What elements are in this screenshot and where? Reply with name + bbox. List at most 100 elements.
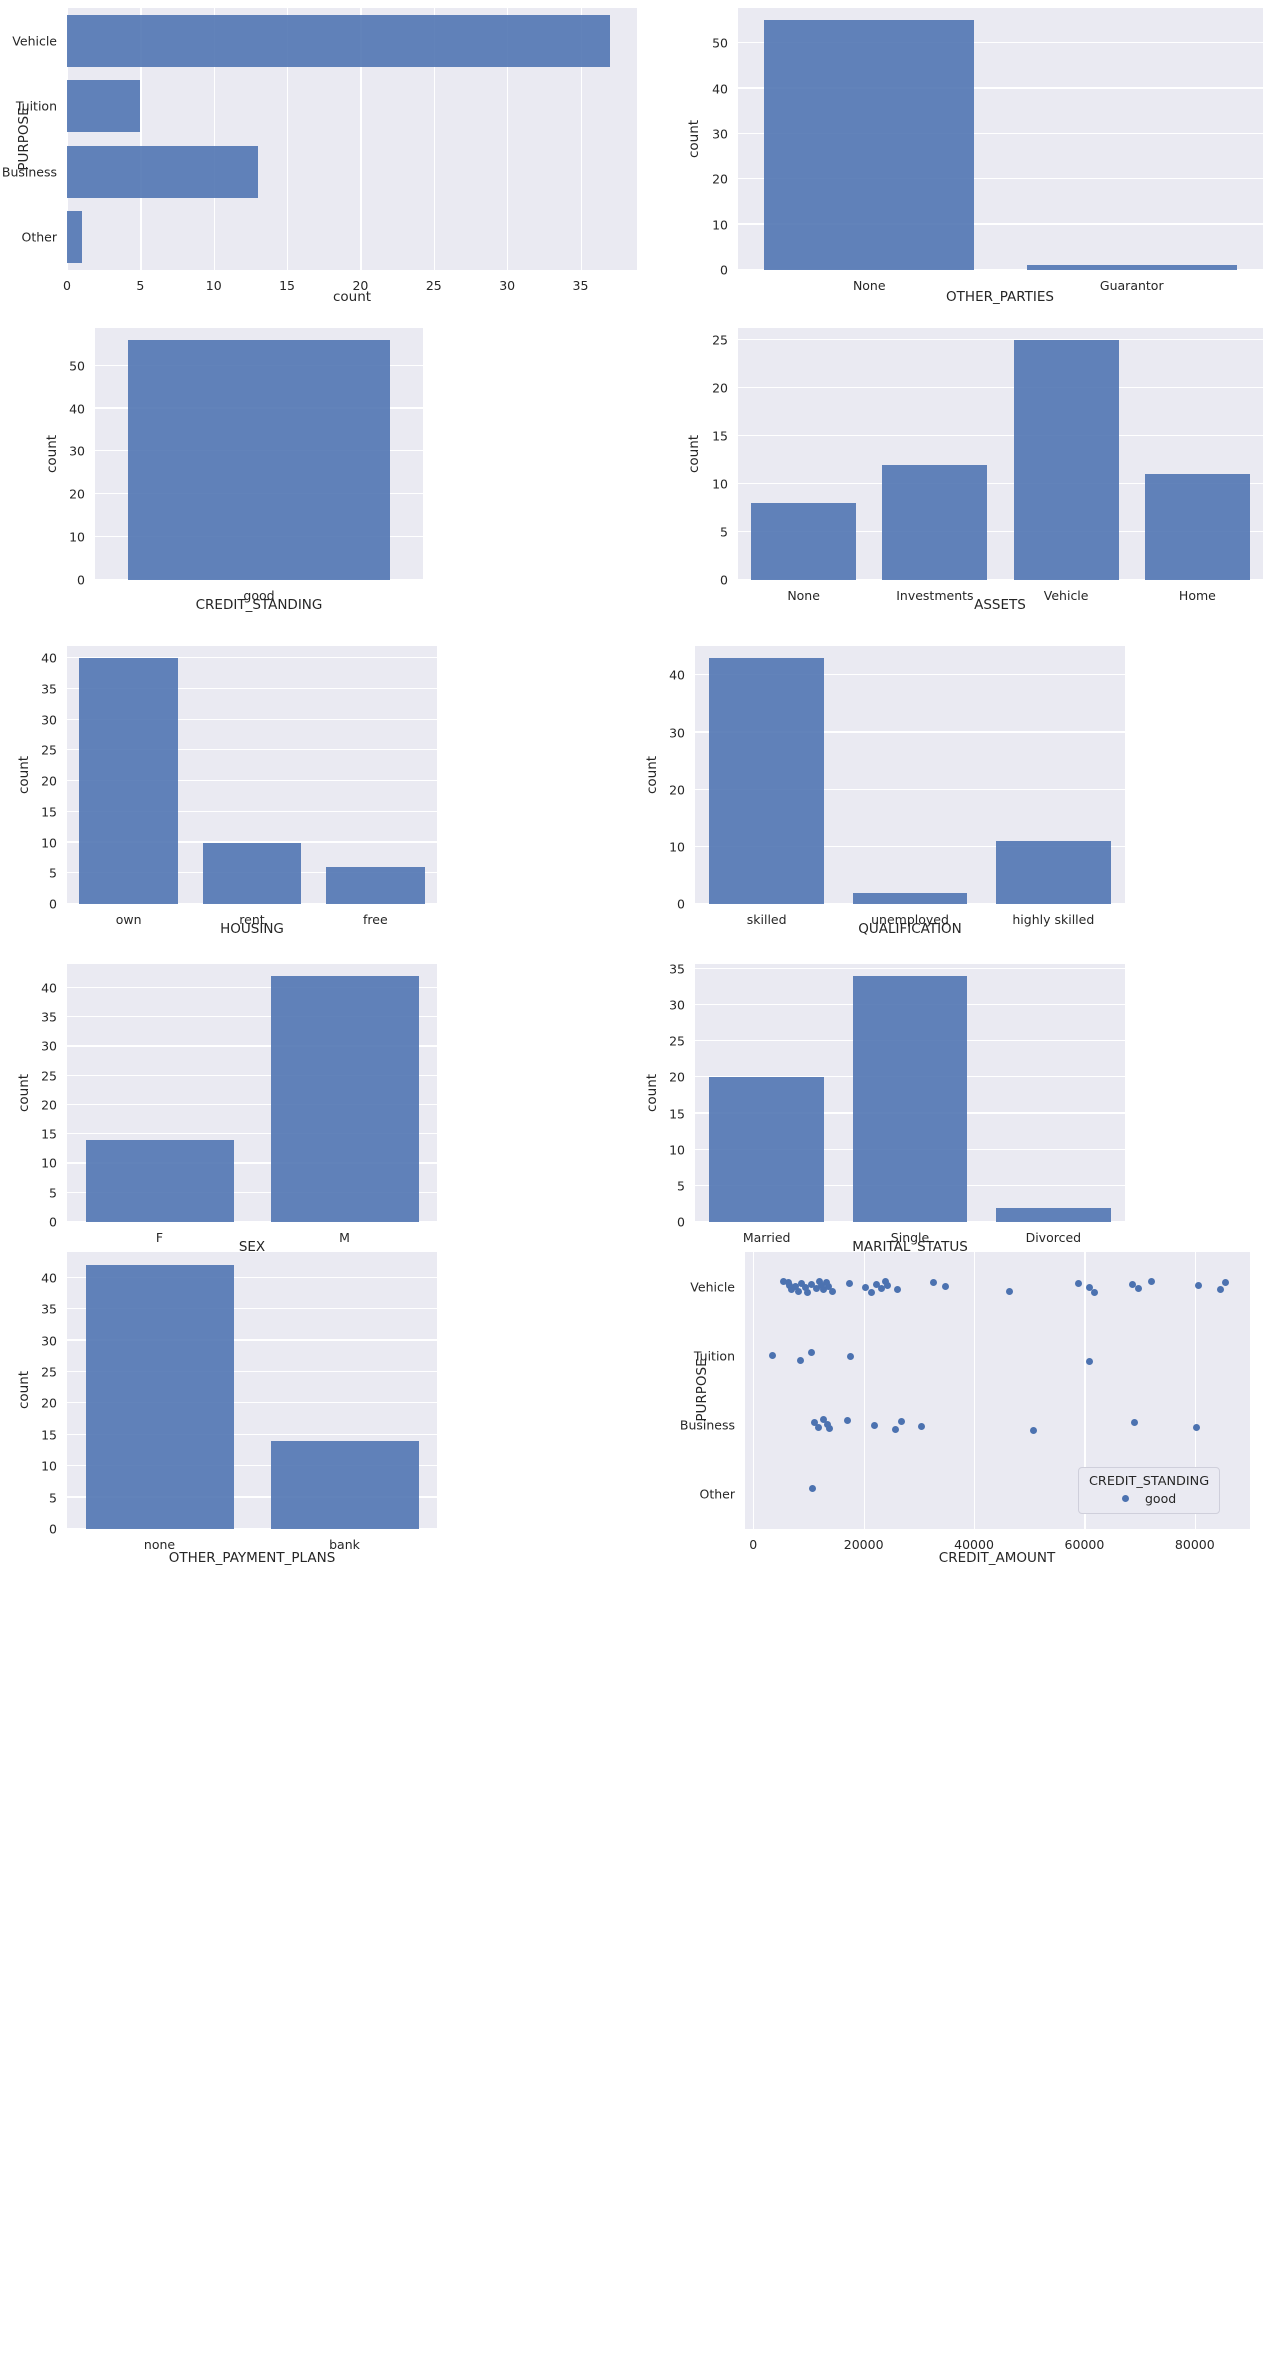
scatter-point xyxy=(779,1277,787,1285)
scatter-point xyxy=(811,1419,819,1427)
scatter-point xyxy=(1222,1278,1230,1286)
gridline-y-40 xyxy=(67,657,437,659)
bar-none xyxy=(764,20,975,270)
xaxis-label-credit-standing-count: CREDIT_STANDING xyxy=(195,597,323,613)
ytick-10: 10 xyxy=(669,1142,685,1158)
bar-own xyxy=(79,658,178,904)
ytick-20: 20 xyxy=(41,773,57,789)
gridline-y-20 xyxy=(738,178,1263,180)
xaxis-label-assets-count: ASSETS xyxy=(974,597,1026,613)
legend-label: good xyxy=(1144,1491,1177,1506)
xtick-10: 10 xyxy=(205,278,222,293)
scatter-point xyxy=(897,1418,905,1426)
gridline-y-40 xyxy=(695,674,1125,676)
xtick-bank: bank xyxy=(329,1537,360,1552)
xtick-15: 15 xyxy=(279,278,296,293)
ytick-0: 0 xyxy=(49,896,57,912)
ytick-40: 40 xyxy=(41,980,57,996)
plot-area-qualification-count xyxy=(695,646,1125,904)
xtick-skilled: skilled xyxy=(746,912,787,927)
xtick-F: F xyxy=(155,1230,164,1245)
bar-vehicle xyxy=(67,14,610,67)
ytick-30: 30 xyxy=(712,126,728,142)
gridline-y-25 xyxy=(67,749,437,751)
ytick-15: 15 xyxy=(41,1427,57,1443)
gridline-y-10 xyxy=(695,845,1125,847)
scatter-point xyxy=(1030,1427,1038,1435)
gridline-y-35 xyxy=(695,967,1125,970)
xtick-Investments: Investments xyxy=(896,588,974,603)
gridline-y-35 xyxy=(67,1307,437,1310)
xtick-own: own xyxy=(115,912,142,927)
xtick-None: None xyxy=(852,278,886,293)
gridline-y-15 xyxy=(67,1133,437,1135)
gridline-y-40 xyxy=(67,986,437,988)
legend-title: CREDIT_STANDING xyxy=(1089,1474,1210,1489)
ytick-Vehicle: Vehicle xyxy=(690,1279,735,1295)
legend-marker-icon xyxy=(1121,1495,1129,1502)
xtick-unemployed: unemployed xyxy=(871,912,949,927)
ytick-25: 25 xyxy=(41,1364,57,1380)
ytick-40: 40 xyxy=(41,650,57,666)
xtick-20000: 20000 xyxy=(843,1537,884,1552)
scatter-point xyxy=(894,1286,902,1294)
gridline-y-35 xyxy=(67,1016,437,1018)
ytick-40: 40 xyxy=(712,81,728,97)
ytick-0: 0 xyxy=(720,262,728,278)
gridline-y-30 xyxy=(738,132,1263,134)
xaxis-label-housing-count: HOUSING xyxy=(220,921,284,937)
xaxis-label-other-payment-plans-count: OTHER_PAYMENT_PLANS xyxy=(168,1550,336,1566)
ytick-10: 10 xyxy=(41,1458,57,1474)
scatter-point xyxy=(1086,1284,1094,1292)
gridline-x-0 xyxy=(753,1252,755,1529)
gridline-y-10 xyxy=(67,841,437,843)
gridline-y-10 xyxy=(67,1465,437,1467)
ytick-5: 5 xyxy=(677,1178,685,1194)
gridline-x-60000 xyxy=(1084,1252,1086,1529)
scatter-point xyxy=(797,1279,805,1287)
ytick-5: 5 xyxy=(49,865,57,881)
ytick-30: 30 xyxy=(41,1333,57,1349)
gridline-x-40000 xyxy=(974,1252,976,1529)
xaxis-label-marital-status-count: MARITAL_STATUS xyxy=(852,1239,968,1255)
scatter-point xyxy=(826,1424,834,1432)
bar-rent xyxy=(202,842,302,904)
bar-divorced xyxy=(996,1207,1111,1222)
legend-item[interactable]: good xyxy=(1089,1491,1209,1506)
scatter-point xyxy=(804,1288,812,1296)
gridline-x-80000 xyxy=(1194,1252,1196,1529)
gridline-y-20 xyxy=(67,1103,437,1105)
bar-none xyxy=(751,503,857,580)
scatter-point xyxy=(846,1279,854,1287)
scatter-point xyxy=(824,1283,832,1291)
bar-f xyxy=(85,1140,234,1222)
bar-home xyxy=(1144,474,1250,580)
xtick-20: 20 xyxy=(352,278,369,293)
gridline-y-40 xyxy=(738,87,1263,89)
ytick-20: 20 xyxy=(712,380,728,396)
xtick-Divorced: Divorced xyxy=(1025,1230,1082,1245)
ytick-0: 0 xyxy=(49,1214,57,1230)
ytick-30: 30 xyxy=(669,725,685,741)
gridline-y-20 xyxy=(67,1402,437,1404)
scatter-point xyxy=(812,1285,820,1293)
ytick-40: 40 xyxy=(41,1270,57,1286)
gridline-y-5 xyxy=(67,1496,437,1498)
scatter-point xyxy=(930,1278,938,1286)
scatter-point xyxy=(877,1285,885,1293)
gridline-y-20 xyxy=(738,386,1263,388)
bar-single xyxy=(852,976,968,1222)
ytick-20: 20 xyxy=(69,486,85,502)
bar-tuition xyxy=(67,80,141,133)
xtick-Home: Home xyxy=(1178,588,1216,603)
ytick-25: 25 xyxy=(41,1068,57,1084)
ytick-10: 10 xyxy=(669,839,685,855)
ytick-10: 10 xyxy=(41,1155,57,1171)
gridline-y-0 xyxy=(738,268,1263,270)
scatter-point xyxy=(1135,1285,1142,1293)
